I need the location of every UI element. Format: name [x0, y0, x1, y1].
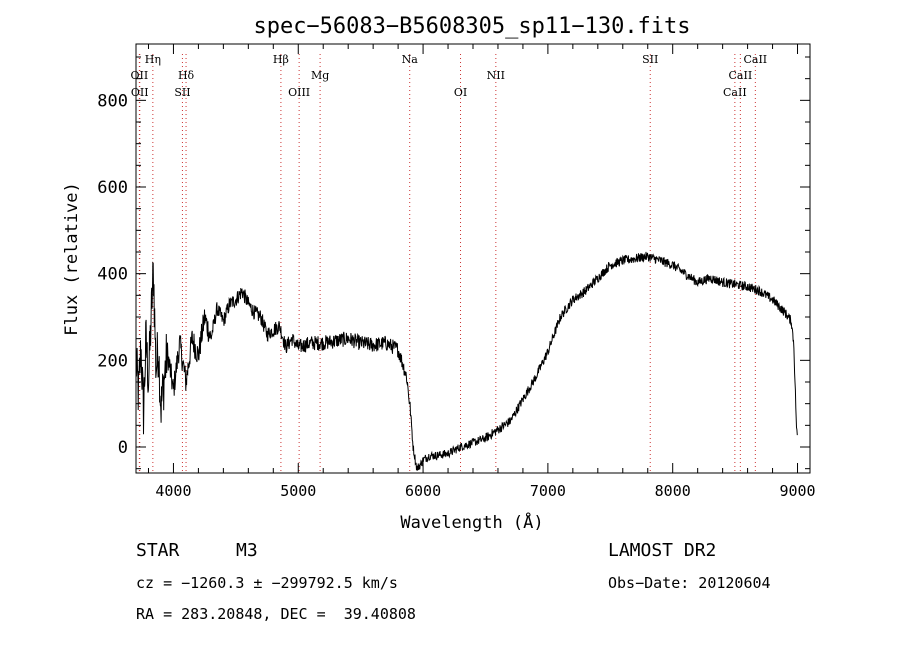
x-tick-label: 4000: [155, 482, 191, 500]
x-tick-label: 6000: [405, 482, 441, 500]
y-tick-label: 0: [118, 438, 128, 458]
axis-tick-layer: 4000 5000 6000 7000 8000 9000 0 200 400 600 800: [97, 44, 816, 500]
y-tick-label: 600: [97, 178, 128, 198]
obs-date: Obs−Date: 20120604: [608, 574, 771, 592]
object-type: STAR: [136, 540, 180, 561]
ra-dec-coordinates: RA = 283.20848, DEC = 39.40808: [136, 605, 416, 623]
redshift-cz: cz = −1260.3 ± −299792.5 km/s: [136, 574, 398, 592]
x-tick-label: 8000: [655, 482, 691, 500]
spectral-line-label: CaII: [743, 53, 767, 66]
spectrum-series-line: [135, 251, 798, 471]
spectral-line-label: NII: [487, 69, 505, 82]
chart-title: spec−56083−B5608305_sp11−130.fits: [253, 14, 690, 39]
spectral-line-label: SII: [174, 86, 190, 99]
spectral-line-label: CaII: [723, 86, 747, 99]
spectral-line-label: Hβ: [273, 53, 289, 66]
spectral-line-label: OI: [454, 86, 467, 99]
spectral-line-label: Na: [402, 53, 419, 66]
spectral-line-label: OII: [131, 86, 149, 99]
spectral-line-label: SII: [642, 53, 658, 66]
x-tick-label: 7000: [530, 482, 566, 500]
spectral-line-label: Mg: [311, 69, 329, 82]
spectral-line-label: OII: [131, 69, 149, 82]
plot-frame: [135, 43, 811, 474]
x-tick-label: 5000: [280, 482, 316, 500]
subclass: M3: [236, 540, 258, 561]
x-axis-label: Wavelength (Å): [400, 511, 543, 533]
y-tick-label: 800: [97, 91, 128, 111]
y-axis-label: Flux (relative): [62, 182, 82, 336]
y-tick-label: 400: [97, 265, 128, 285]
spectral-line-label: OIII: [288, 86, 310, 99]
y-tick-label: 200: [97, 351, 128, 371]
spectral-line-label: CaII: [729, 69, 753, 82]
spectral-line-label: Hδ: [178, 69, 195, 82]
spectral-line-label: Hη: [145, 53, 161, 66]
x-tick-label: 9000: [779, 482, 815, 500]
survey-name: LAMOST DR2: [608, 540, 717, 561]
